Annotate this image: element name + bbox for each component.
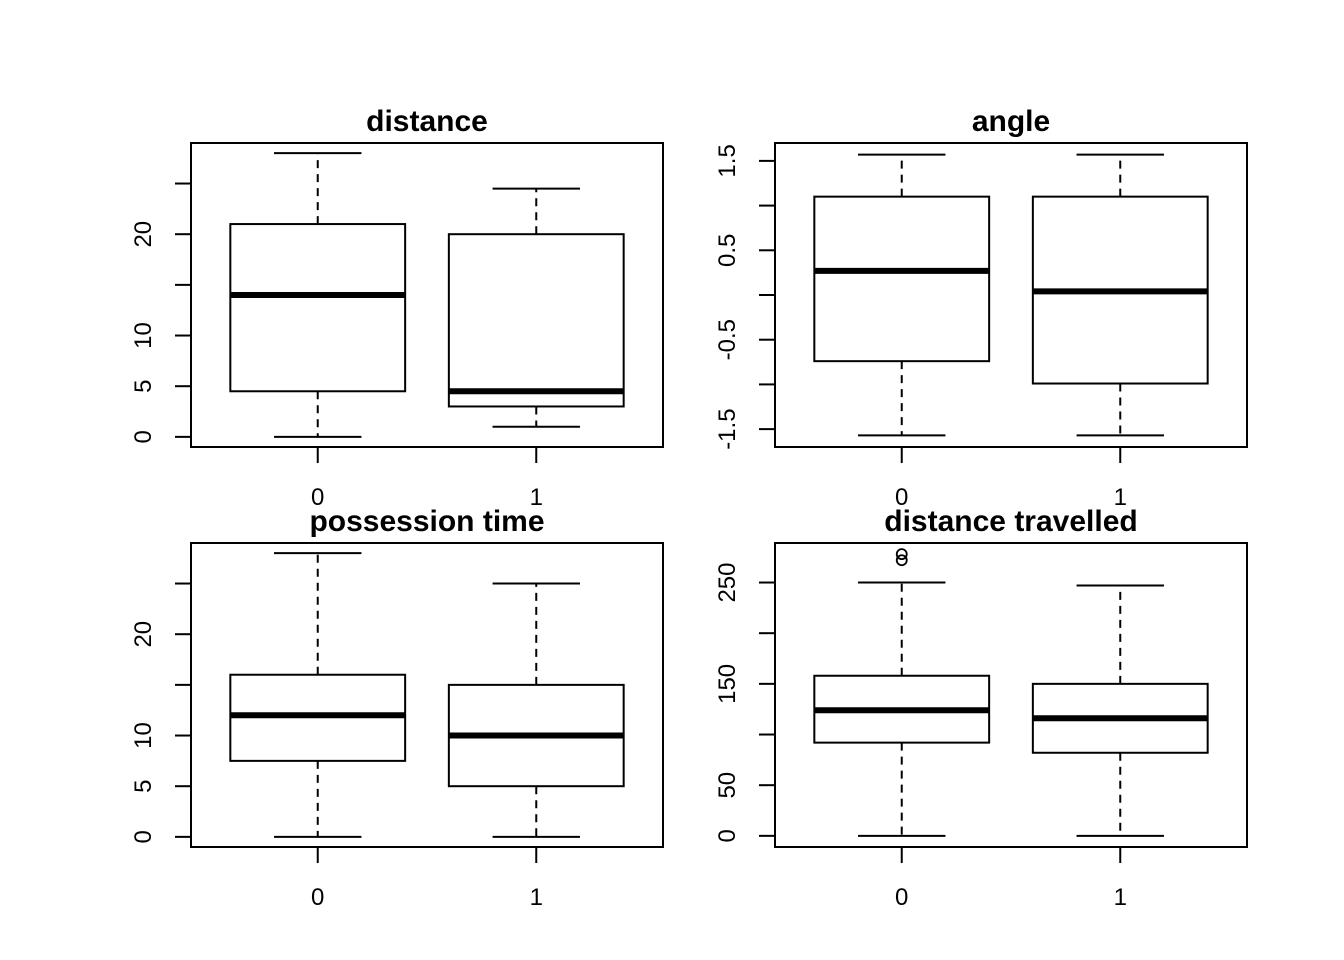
x-tick-label: 0 bbox=[311, 884, 324, 911]
y-tick-label: 5 bbox=[130, 380, 157, 393]
outlier-point bbox=[895, 548, 908, 561]
plot-frame bbox=[774, 142, 1248, 448]
box-0 bbox=[813, 153, 991, 437]
y-tick-label: 10 bbox=[130, 722, 157, 749]
y-tick-label: 10 bbox=[130, 322, 157, 349]
panel-title: distance travelled bbox=[884, 505, 1137, 538]
box-0 bbox=[229, 552, 407, 838]
y-tick-label: 0 bbox=[130, 430, 157, 443]
plot-frame bbox=[190, 142, 664, 448]
box-1 bbox=[1031, 153, 1209, 437]
y-tick-label: 5 bbox=[130, 780, 157, 793]
y-tick-label: 1.5 bbox=[714, 144, 741, 177]
x-tick-label: 1 bbox=[530, 484, 543, 511]
x-tick-label: 1 bbox=[1114, 484, 1127, 511]
y-tick-label: 150 bbox=[714, 664, 741, 704]
panel-0: distance 0 5 10 20 0 1 bbox=[130, 105, 664, 511]
y-tick-label: -0.5 bbox=[714, 319, 741, 360]
y-tick-label: 50 bbox=[714, 772, 741, 799]
y-tick-label: 250 bbox=[714, 562, 741, 602]
y-tick-label: 0 bbox=[130, 830, 157, 843]
x-tick-label: 0 bbox=[895, 884, 908, 911]
x-tick-label: 0 bbox=[311, 484, 324, 511]
y-tick-label: 0 bbox=[714, 829, 741, 842]
plot-frame bbox=[774, 542, 1248, 848]
x-tick-label: 1 bbox=[530, 884, 543, 911]
panel-title: angle bbox=[972, 105, 1050, 138]
box-1 bbox=[447, 582, 625, 838]
y-tick-label: 20 bbox=[130, 221, 157, 248]
y-tick-label: 20 bbox=[130, 621, 157, 648]
y-tick-label: -1.5 bbox=[714, 408, 741, 449]
panel-3: distance travelled 0 50 150 250 0 1 bbox=[714, 505, 1248, 911]
panel-2: possession time 0 5 10 20 0 1 bbox=[130, 505, 664, 911]
panel-title: possession time bbox=[309, 505, 544, 538]
x-tick-label: 0 bbox=[895, 484, 908, 511]
iqr-box bbox=[813, 195, 991, 363]
iqr-box bbox=[229, 223, 407, 393]
x-tick-label: 1 bbox=[1114, 884, 1127, 911]
iqr-box bbox=[447, 233, 625, 408]
box-1 bbox=[447, 187, 625, 428]
panel-title: distance bbox=[366, 105, 488, 138]
panel-1: angle -1.5 -0.5 0.5 1.5 0 1 bbox=[714, 105, 1248, 511]
box-1 bbox=[1031, 584, 1209, 837]
box-0 bbox=[813, 548, 991, 837]
plot-frame bbox=[190, 542, 664, 848]
box-0 bbox=[229, 152, 407, 438]
y-tick-label: 0.5 bbox=[714, 234, 741, 267]
outlier-point bbox=[895, 554, 908, 567]
